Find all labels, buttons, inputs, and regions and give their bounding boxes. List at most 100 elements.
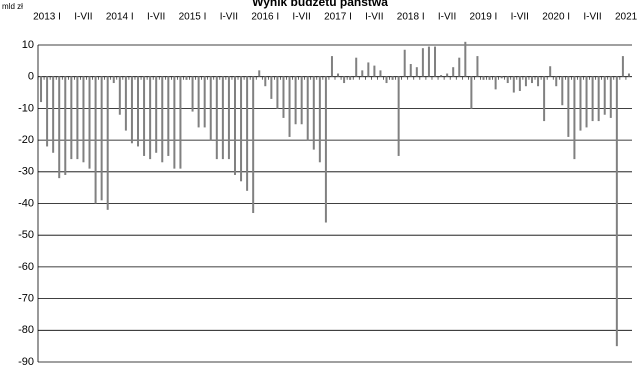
bar [82, 76, 85, 163]
bar [403, 49, 406, 77]
bar [343, 76, 346, 84]
bar [52, 76, 55, 153]
y-tick-label: 10 [22, 39, 34, 51]
bar [452, 67, 455, 77]
x-tick-label: I-VII [220, 12, 238, 23]
y-tick-label: -20 [18, 134, 34, 146]
bar [603, 76, 606, 115]
bar [427, 46, 430, 77]
y-tick-label: -10 [18, 102, 34, 114]
bar [124, 76, 127, 131]
y-tick-label: -80 [18, 324, 34, 336]
bar [355, 57, 358, 77]
bar [482, 76, 485, 80]
bar [561, 76, 564, 106]
x-tick-label: 2019 I [470, 12, 498, 23]
bar [270, 76, 273, 99]
bar [264, 76, 267, 87]
bar [549, 66, 552, 77]
x-tick-label: 2013 I [33, 12, 61, 23]
bar [530, 76, 533, 84]
x-tick-label: 2021 I [615, 12, 638, 23]
bar [100, 76, 103, 201]
bar [470, 76, 473, 109]
bar [337, 73, 340, 77]
y-tick-label: -50 [18, 229, 34, 241]
bar [240, 76, 243, 182]
bar [246, 76, 249, 191]
x-tick-label: 2015 I [179, 12, 207, 23]
bar [367, 62, 370, 77]
x-tick-label: I-VII [74, 12, 92, 23]
bar [40, 76, 43, 103]
bar [227, 76, 230, 160]
bar [46, 76, 49, 147]
bar [409, 64, 412, 77]
bar [221, 76, 224, 160]
bar [76, 76, 79, 160]
bar [446, 73, 449, 77]
bar [421, 48, 424, 77]
x-tick-label: 2020 I [542, 12, 570, 23]
x-tick-label: 2014 I [106, 12, 134, 23]
bar [233, 76, 236, 175]
bar [312, 76, 315, 150]
bar [94, 76, 97, 204]
x-tick-label: I-VII [511, 12, 529, 23]
bar [615, 76, 618, 347]
y-tick-label: 0 [28, 71, 34, 83]
bar [179, 76, 182, 169]
bar [173, 76, 176, 169]
bar [185, 76, 188, 80]
bar [585, 76, 588, 128]
bar [294, 76, 297, 125]
bar [397, 76, 400, 156]
bar [379, 70, 382, 77]
bar [155, 76, 158, 153]
bar [88, 76, 91, 169]
y-axis-label: mld zł [2, 2, 23, 11]
bar [118, 76, 121, 115]
bar [512, 76, 515, 93]
x-tick-label: I-VII [147, 12, 165, 23]
bar [579, 76, 582, 131]
bar [385, 76, 388, 84]
y-tick-label: -30 [18, 166, 34, 178]
bar [64, 76, 67, 175]
y-tick-label: -40 [18, 197, 34, 209]
bar [518, 76, 521, 91]
bar [609, 76, 612, 118]
bar [573, 76, 576, 160]
bar [349, 76, 352, 80]
bar [537, 76, 540, 87]
bar [434, 46, 437, 77]
chart-title: Wynik budżetu państwa [252, 0, 388, 9]
y-tick-label: -70 [18, 293, 34, 305]
bar [440, 75, 443, 77]
bar [597, 76, 600, 122]
bar [276, 76, 279, 109]
bar [70, 76, 73, 160]
bar [476, 56, 479, 77]
bar [209, 76, 212, 141]
bar [130, 76, 133, 144]
bar [464, 41, 467, 77]
bar [197, 76, 200, 128]
x-tick-label: I-VII [583, 12, 601, 23]
bar [137, 76, 140, 147]
bar [258, 70, 261, 77]
bar [621, 56, 624, 77]
bar [106, 76, 109, 210]
x-tick-label: 2018 I [397, 12, 425, 23]
bar [543, 76, 546, 122]
bar [494, 76, 497, 90]
bar [282, 76, 285, 118]
y-tick-label: -60 [18, 261, 34, 273]
bar [203, 76, 206, 128]
bar [324, 76, 327, 223]
bar [500, 76, 503, 79]
bar [391, 76, 394, 80]
bar [306, 76, 309, 141]
bar [112, 76, 115, 84]
